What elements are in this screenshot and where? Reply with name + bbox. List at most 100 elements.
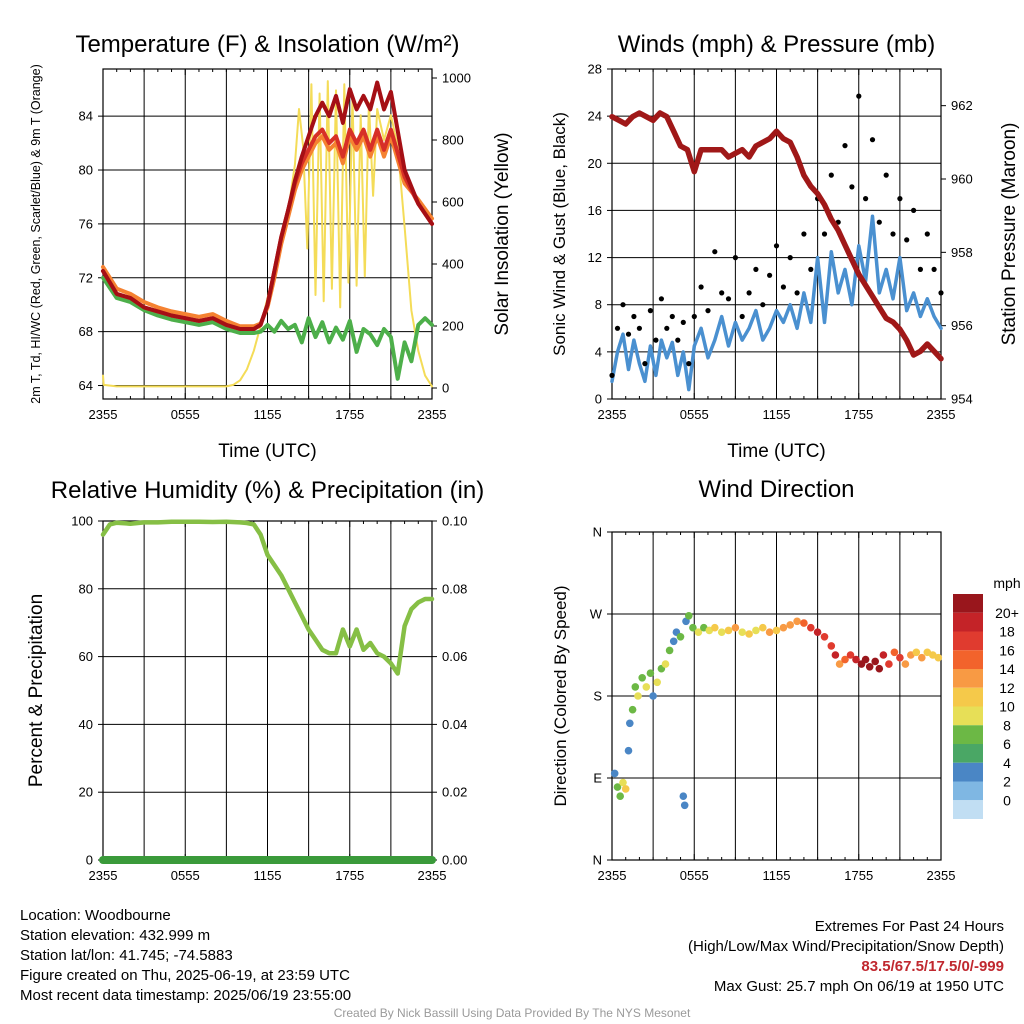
y-tick-label: 20 [79, 785, 93, 800]
latlon-text: Station lat/lon: 41.745; -74.5883 [20, 947, 233, 964]
y-tick-label: 12 [588, 250, 602, 265]
legend-label: 2 [1003, 774, 1011, 790]
gust-point [917, 266, 924, 272]
y-tick-label: 0 [595, 392, 602, 407]
y2-tick-label: 0.06 [442, 649, 467, 664]
gust-point [760, 302, 766, 308]
legend-label: 12 [999, 680, 1015, 696]
max-gust-text: Max Gust: 25.7 mph On 06/19 at 1950 UTC [713, 978, 1004, 995]
y-axis-label: 2m T, Td, HI/WC (Red, Green, Scarlet/Blu… [29, 64, 43, 403]
y-tick-label: N [593, 525, 602, 540]
legend-label: 6 [1003, 736, 1011, 752]
direction-point [861, 655, 870, 664]
direction-point [841, 655, 849, 664]
direction-point [616, 792, 624, 800]
direction-point [846, 651, 855, 659]
elevation-text: Station elevation: 432.999 m [20, 927, 211, 944]
gust-point [821, 231, 828, 237]
gust-point [609, 372, 615, 378]
gust-point [739, 313, 745, 320]
y-tick-label: 72 [79, 270, 93, 285]
gust-point [658, 296, 665, 302]
x-tick-label: 1755 [844, 868, 873, 883]
y-axis-label: Sonic Wind & Gust (Blue, Black) [550, 112, 569, 356]
legend-label: 14 [999, 661, 1015, 677]
gust-point [669, 313, 675, 320]
x-tick-label: 0555 [680, 868, 709, 883]
y-tick-label: E [593, 771, 602, 786]
gust-point [897, 196, 903, 202]
y-tick-label: 68 [79, 324, 93, 339]
gust-point [856, 93, 862, 99]
direction-point [800, 619, 808, 627]
y-tick-label: 16 [588, 203, 602, 218]
x-tick-label: 0555 [171, 407, 200, 422]
gust-point [773, 243, 780, 249]
gust-point [767, 272, 773, 278]
x-tick-label: 2355 [418, 868, 447, 883]
gust-point [680, 319, 686, 325]
x-axis-label: Time (UTC) [218, 441, 317, 462]
y-tick-label: 0 [86, 853, 93, 868]
y2-tick-label: 0.08 [442, 581, 467, 596]
credit-text: Created By Nick Bassill Using Data Provi… [333, 1006, 691, 1020]
direction-point [890, 648, 899, 657]
direction-point [820, 633, 829, 641]
gust-point [732, 255, 739, 261]
gust-point [746, 290, 752, 296]
y2-tick-label: 0.10 [442, 514, 467, 529]
series-solar-insolation [102, 80, 433, 388]
x-tick-label: 1755 [335, 868, 364, 883]
direction-point [879, 651, 888, 659]
extremes-values: 83.5/67.5/17.5/0/-999 [861, 958, 1004, 975]
direction-point [642, 683, 651, 691]
direction-point [813, 628, 822, 636]
gust-point [808, 266, 814, 272]
direction-point [885, 660, 893, 668]
gust-point [712, 249, 718, 255]
series-2m-td [101, 275, 434, 381]
grid-temperature [103, 69, 432, 399]
y2-tick-label: 956 [951, 318, 973, 333]
legend-label: 8 [1003, 717, 1011, 733]
direction-point [613, 783, 622, 791]
y-tick-label: 24 [588, 109, 602, 124]
direction-point [626, 719, 634, 728]
gust-point [614, 325, 621, 331]
grid-humidity [103, 520, 432, 861]
y2-tick-label: 1000 [442, 71, 471, 86]
x-tick-label: 0555 [680, 407, 709, 422]
chart-title: Relative Humidity (%) & Precipitation (i… [51, 477, 484, 504]
direction-point [759, 623, 767, 632]
legend-swatch [953, 650, 983, 669]
direction-point [918, 653, 926, 662]
direction-point [628, 705, 637, 714]
direction-point [835, 660, 844, 668]
gust-point [664, 325, 670, 331]
y2-tick-label: 954 [951, 392, 973, 407]
gust-point [719, 290, 725, 296]
direction-point [653, 678, 661, 687]
series-relative-humidity [100, 519, 435, 676]
direction-point [875, 664, 884, 673]
y2-tick-label: 0.02 [442, 785, 467, 800]
direction-point [624, 746, 633, 755]
chart-title: Winds (mph) & Pressure (mb) [618, 31, 935, 58]
legend-title: mph [993, 575, 1020, 591]
direction-point [634, 692, 642, 700]
direction-point [912, 648, 921, 657]
speed-legend: mph 20+ 18 16 14 12 10 8 6 4 2 0 [953, 575, 1021, 819]
legend-label: 4 [1003, 755, 1011, 771]
y-tick-label: N [593, 853, 602, 868]
x-tick-label: 0555 [171, 868, 200, 883]
gust-point [801, 231, 807, 237]
legend-label: 20+ [995, 605, 1019, 621]
y2-tick-label: 0 [442, 381, 449, 396]
extremes-fields: (High/Low/Max Wind/Precipitation/Snow De… [688, 938, 1004, 955]
y2-tick-label: 0.04 [442, 717, 467, 732]
y-tick-label: S [593, 689, 602, 704]
x-tick-label: 2355 [89, 868, 118, 883]
x-tick-label: 2355 [418, 407, 447, 422]
direction-point [793, 617, 801, 626]
series-station-pressure [609, 110, 944, 362]
